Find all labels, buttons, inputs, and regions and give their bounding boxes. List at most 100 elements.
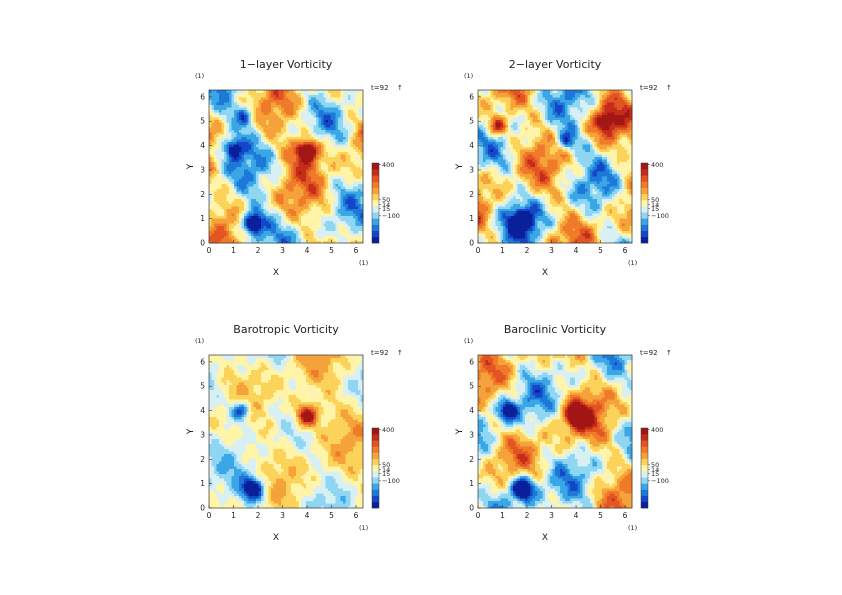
heatmap-cell bbox=[340, 205, 344, 209]
heatmap-cell bbox=[295, 151, 299, 155]
heatmap-cell bbox=[213, 168, 217, 172]
heatmap-cell bbox=[213, 92, 217, 96]
heatmap-cell bbox=[520, 196, 524, 199]
heatmap-cell bbox=[495, 220, 499, 224]
heatmap-cell bbox=[350, 149, 354, 152]
heatmap-cell bbox=[492, 144, 496, 148]
heatmap-cell bbox=[315, 159, 319, 162]
heatmap-cell bbox=[517, 240, 521, 244]
heatmap-cell bbox=[320, 225, 324, 229]
heatmap-cell bbox=[515, 223, 519, 227]
heatmap-cell bbox=[268, 156, 272, 160]
heatmap-cell bbox=[236, 144, 240, 148]
heatmap-cell bbox=[243, 166, 247, 170]
heatmap-cell bbox=[236, 196, 240, 199]
heatmap-cell bbox=[251, 156, 255, 160]
heatmap-cell bbox=[495, 127, 499, 130]
heatmap-cell bbox=[480, 215, 484, 219]
heatmap-cell bbox=[246, 114, 250, 118]
heatmap-cell bbox=[340, 119, 344, 123]
heatmap-cell bbox=[228, 117, 232, 120]
heatmap-cell bbox=[261, 186, 264, 190]
heatmap-cell bbox=[353, 191, 356, 194]
heatmap-cell bbox=[350, 124, 354, 128]
heatmap-cell bbox=[298, 166, 302, 170]
heatmap-cell bbox=[515, 238, 519, 241]
heatmap-cell bbox=[338, 107, 341, 111]
x-tick-label: 1 bbox=[231, 246, 236, 255]
heatmap-cell bbox=[355, 94, 359, 98]
heatmap-cell bbox=[323, 198, 327, 202]
heatmap-cell bbox=[345, 99, 349, 103]
heatmap-cell bbox=[276, 94, 279, 98]
heatmap-cell bbox=[276, 210, 279, 214]
heatmap-cell bbox=[485, 186, 489, 190]
heatmap-cell bbox=[315, 215, 319, 219]
heatmap-cell bbox=[216, 215, 220, 219]
heatmap-cell bbox=[209, 235, 212, 239]
heatmap-cell bbox=[256, 134, 259, 138]
heatmap-cell bbox=[226, 119, 230, 123]
heatmap-cell bbox=[490, 164, 494, 167]
heatmap-cell bbox=[241, 198, 245, 202]
heatmap-cell bbox=[256, 144, 259, 148]
heatmap-cell bbox=[305, 154, 309, 157]
heatmap-cell bbox=[211, 225, 215, 229]
heatmap-cell bbox=[221, 164, 225, 167]
heatmap-cell bbox=[283, 122, 287, 125]
heatmap-cell bbox=[261, 166, 264, 170]
heatmap-cells bbox=[209, 90, 364, 244]
heatmap-cell bbox=[283, 112, 287, 115]
heatmap-cell bbox=[492, 210, 496, 214]
heatmap-cell bbox=[253, 92, 257, 96]
heatmap-cell bbox=[333, 117, 336, 120]
heatmap-cell bbox=[310, 114, 314, 118]
heatmap-cell bbox=[293, 198, 297, 202]
heatmap-cell bbox=[355, 213, 359, 217]
heatmap-cell bbox=[290, 178, 294, 182]
heatmap-cell bbox=[216, 186, 220, 190]
heatmap-cell bbox=[266, 181, 269, 185]
heatmap-cell bbox=[310, 139, 314, 143]
heatmap-cell bbox=[278, 188, 282, 192]
heatmap-cell bbox=[338, 102, 341, 106]
heatmap-cell bbox=[328, 235, 332, 239]
heatmap-cell bbox=[490, 198, 494, 202]
heatmap-cell bbox=[300, 109, 304, 113]
heatmap-cell bbox=[286, 119, 289, 123]
heatmap-cell bbox=[485, 151, 489, 155]
heatmap-cell bbox=[271, 127, 274, 130]
heatmap-cell bbox=[350, 119, 354, 123]
heatmap-cell bbox=[353, 218, 356, 222]
heatmap-cell bbox=[231, 183, 235, 187]
heatmap-cell bbox=[340, 218, 344, 222]
heatmap-cell bbox=[271, 149, 274, 152]
heatmap-cell bbox=[298, 198, 302, 202]
heatmap-cell bbox=[293, 97, 297, 101]
heatmap-cell bbox=[313, 188, 317, 192]
heatmap-cell bbox=[520, 193, 524, 197]
heatmap-cell bbox=[512, 124, 516, 128]
heatmap-cell bbox=[490, 94, 494, 98]
heatmap-cell bbox=[221, 191, 225, 194]
heatmap-cell bbox=[328, 171, 332, 175]
heatmap-cell bbox=[248, 159, 252, 162]
heatmap-cell bbox=[500, 228, 504, 231]
heatmap-cell bbox=[233, 228, 237, 231]
heatmap-cell bbox=[213, 154, 217, 157]
heatmap-cell bbox=[340, 215, 344, 219]
heatmap-cell bbox=[278, 181, 282, 185]
heatmap-cell bbox=[303, 94, 307, 98]
heatmap-cell bbox=[216, 112, 220, 115]
heatmap-cell bbox=[512, 99, 516, 103]
heatmap-cell bbox=[266, 107, 269, 111]
heatmap-cell bbox=[293, 230, 297, 234]
x-tick-label: 5 bbox=[329, 246, 334, 255]
heatmap-cell bbox=[281, 186, 284, 190]
heatmap-cell bbox=[340, 109, 344, 113]
heatmap-cell bbox=[338, 104, 341, 108]
heatmap-cell bbox=[360, 198, 364, 202]
heatmap-cell bbox=[315, 124, 319, 128]
heatmap-cell bbox=[218, 90, 222, 93]
heatmap-cell bbox=[209, 178, 212, 182]
